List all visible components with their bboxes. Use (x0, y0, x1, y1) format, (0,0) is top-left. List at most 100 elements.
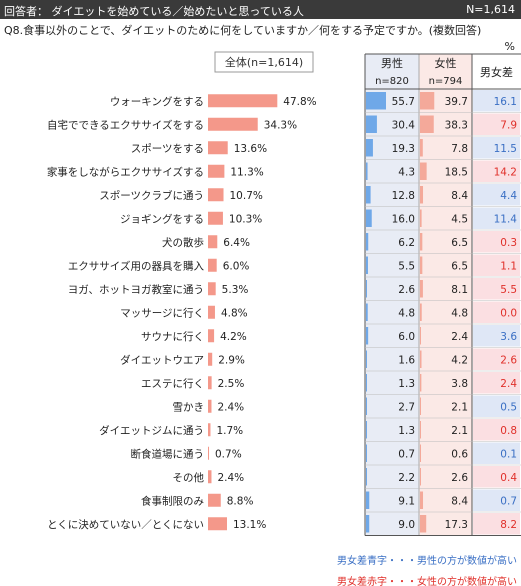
female-bar (420, 162, 427, 180)
female-value-label: 38.3 (445, 119, 468, 131)
male-bar (366, 233, 369, 251)
male-value-label: 0.7 (398, 448, 415, 460)
female-bar (420, 92, 435, 110)
female-bar (420, 115, 434, 133)
male-bar (366, 186, 371, 204)
total-label-box (214, 51, 314, 73)
male-value-label: 4.8 (398, 307, 415, 319)
category-label: スポーツクラブに通う (99, 189, 204, 202)
overall-value-label: 1.7% (216, 425, 243, 437)
female-value-label: 39.7 (445, 96, 468, 108)
male-header: 男性 (381, 56, 403, 70)
diff-cell-bg (473, 137, 520, 159)
male-bar (366, 491, 370, 509)
diff-value-label: 1.1 (500, 260, 517, 272)
female-column-bg (419, 54, 472, 536)
male-bar (366, 350, 367, 368)
diff-value-label: 0.0 (500, 307, 517, 319)
overall-value-label: 8.8% (227, 495, 254, 507)
diff-value-label: 8.2 (500, 519, 517, 531)
diff-cell-bg (473, 419, 520, 441)
female-bar (420, 139, 423, 157)
male-value-label: 9.1 (398, 495, 415, 507)
diff-cell-bg (473, 207, 520, 229)
overall-value-label: 34.3% (264, 119, 297, 131)
overall-value-label: 2.4% (217, 401, 244, 413)
diff-cell-bg (473, 301, 520, 323)
male-bar (366, 444, 367, 462)
overall-value-label: 4.8% (221, 307, 248, 319)
overall-bar (208, 352, 213, 366)
overall-bar (208, 282, 216, 296)
male-bar (366, 162, 368, 180)
diff-cell-bg (473, 395, 520, 417)
male-value-label: 4.3 (398, 166, 415, 178)
overall-value-label: 13.6% (234, 143, 267, 155)
overall-bar (208, 517, 227, 531)
overall-bar (208, 423, 211, 437)
female-n: n=794 (429, 76, 463, 87)
female-value-label: 2.1 (451, 425, 468, 437)
category-label: マッサージに行く (120, 306, 204, 319)
header-bar: 回答者： ダイエットを始めている／始めたいと思っている人 N=1,614 (0, 0, 521, 19)
male-value-label: 6.0 (398, 331, 415, 343)
male-value-label: 1.3 (398, 425, 415, 437)
male-bar (366, 303, 368, 321)
diff-value-label: 7.9 (500, 119, 517, 131)
overall-bar (208, 399, 212, 413)
male-value-label: 1.6 (398, 354, 415, 366)
female-value-label: 8.1 (451, 284, 468, 296)
respondent-label: 回答者： ダイエットを始めている／始めたいと思っている人 (4, 5, 304, 18)
overall-value-label: 10.3% (229, 213, 262, 225)
male-value-label: 30.4 (392, 119, 416, 131)
male-bar (366, 92, 386, 110)
female-bar (420, 444, 421, 462)
diff-cell-bg (473, 184, 520, 206)
female-value-label: 4.8 (451, 307, 468, 319)
male-bar (366, 468, 367, 486)
diff-value-label: 2.6 (500, 354, 517, 366)
category-label: 食事制限のみ (141, 494, 204, 507)
male-value-label: 55.7 (392, 96, 415, 108)
female-value-label: 8.4 (451, 495, 468, 507)
male-bar (366, 209, 372, 227)
female-header: 女性 (435, 56, 457, 70)
female-value-label: 6.5 (451, 260, 468, 272)
male-value-label: 5.5 (398, 260, 415, 272)
overall-bar (208, 188, 224, 202)
female-value-label: 4.5 (451, 213, 468, 225)
overall-value-label: 2.5% (218, 378, 245, 390)
female-bar (420, 468, 421, 486)
female-bar (420, 421, 421, 439)
male-value-label: 12.8 (392, 190, 415, 202)
female-bar (420, 397, 421, 415)
overall-value-label: 6.0% (223, 260, 250, 272)
overall-bar (208, 446, 210, 460)
female-value-label: 4.2 (451, 354, 468, 366)
female-value-label: 7.8 (451, 143, 468, 155)
overall-bar (208, 164, 225, 178)
category-label: ジョギングをする (120, 212, 204, 225)
overall-value-label: 5.3% (222, 284, 249, 296)
diff-value-label: 3.6 (500, 331, 517, 343)
diff-cell-bg (473, 466, 520, 488)
diff-value-label: 0.8 (500, 425, 517, 437)
diff-cell-bg (473, 325, 520, 347)
diff-cell-bg (473, 113, 520, 135)
male-bar (366, 139, 373, 157)
male-column-bg (365, 54, 419, 536)
category-label: ウォーキングをする (110, 95, 204, 108)
diff-value-label: 0.5 (500, 401, 517, 413)
diff-value-label: 11.4 (494, 213, 518, 225)
female-value-label: 18.5 (445, 166, 468, 178)
overall-value-label: 47.8% (283, 96, 316, 108)
overall-value-label: 2.4% (217, 472, 244, 484)
category-label: 犬の散歩 (162, 236, 204, 249)
diff-value-label: 0.4 (500, 472, 517, 484)
overall-value-label: 0.7% (215, 448, 242, 460)
question-text: Q8.食事以外のことで、ダイエットのために何をしていますか／何をする予定ですか。… (4, 24, 482, 37)
category-label: 雪かき (173, 401, 205, 413)
female-bar (420, 327, 421, 345)
female-bar (420, 256, 423, 274)
category-label: サウナに行く (141, 330, 204, 343)
